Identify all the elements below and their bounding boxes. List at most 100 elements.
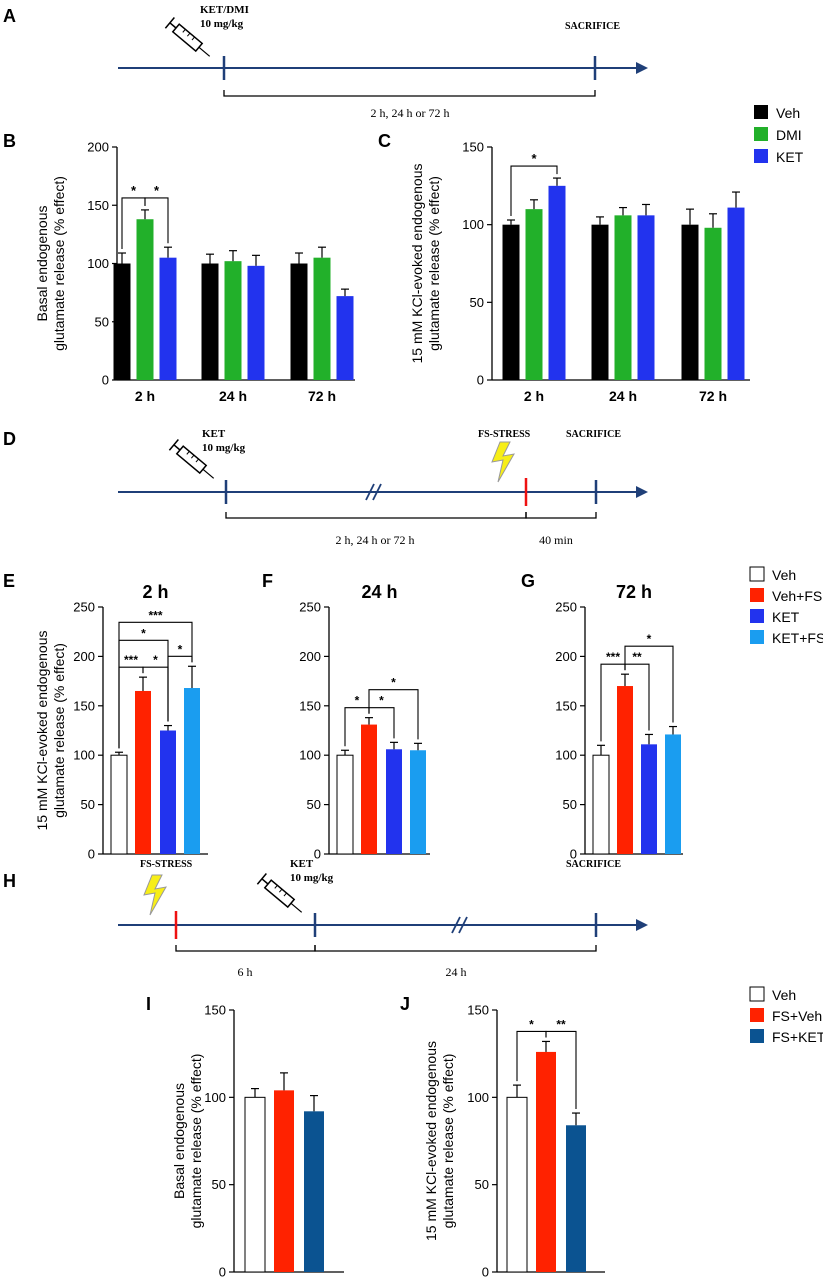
y-tick-label: 0 [314, 847, 321, 862]
significance-label: * [647, 632, 652, 646]
significance-bracket [545, 1030, 577, 1110]
panel-label: G [521, 571, 535, 591]
y-tick-label: 100 [555, 748, 577, 763]
y-axis-label: Basal endogenous [171, 1083, 187, 1199]
y-tick-label: 50 [475, 1177, 489, 1192]
axis-break-icon [451, 916, 468, 934]
chart-panel-c: C 0 50 100 150 15 mM KCl-evoked endogenous glu… [378, 131, 750, 404]
bar-dmi [614, 215, 632, 380]
interval-bracket-2 [314, 945, 597, 952]
panel-label-a: A [3, 6, 16, 26]
chart-panel-e: E 2 h 0 50 100 150 200 250 15 mM KCl-evoked endo… [3, 571, 208, 862]
panel-label: C [378, 131, 391, 151]
bar-veh [244, 1096, 266, 1273]
significance-label: * [178, 642, 183, 656]
event-label-fs-stress: FS-STRESS [478, 429, 531, 440]
y-tick-label: 50 [307, 797, 321, 812]
chart-title: 2 h [142, 582, 168, 602]
legend-swatch [754, 149, 768, 163]
bar-ket [336, 296, 354, 380]
timeline-d-arrowhead [636, 486, 648, 498]
interval-bracket-1 [175, 945, 316, 952]
legend-label: Veh [772, 567, 796, 583]
bar-fs-ket [304, 1111, 324, 1272]
significance-bracket [510, 165, 558, 217]
y-tick-label: 200 [555, 649, 577, 664]
bar-veh [336, 754, 354, 855]
significance-label: * [391, 676, 396, 690]
chart-panel-j: J 0 50 100 150 15 mM KCl-evoked endogenous glu… [400, 994, 605, 1280]
y-tick-label: 0 [219, 1265, 226, 1280]
legend-swatch [749, 986, 765, 1002]
panel-label: J [400, 994, 410, 1014]
y-tick-label: 150 [555, 698, 577, 713]
bar-veh-fs [617, 686, 633, 854]
interval-label-1: 6 h [238, 965, 253, 979]
significance-bracket [624, 645, 674, 723]
bar-dmi [525, 209, 543, 380]
legend-swatch [750, 588, 764, 602]
legend-swatch [754, 105, 768, 119]
significance-label: * [355, 694, 360, 708]
y-tick-label: 150 [73, 698, 95, 713]
significance-bracket [144, 197, 169, 244]
chart-panel-i: I 0 50 100 150 Basal endogenous glutamate rele… [146, 994, 344, 1280]
bar-veh [290, 263, 308, 380]
bar-ket [160, 730, 176, 854]
bar-ket [637, 215, 655, 380]
panel-label: B [3, 131, 16, 151]
dose-label: 10 mg/kg [200, 18, 244, 30]
y-tick-label: 200 [299, 649, 321, 664]
bar-veh [502, 224, 520, 380]
significance-label: * [529, 1017, 534, 1031]
bar-dmi [704, 227, 722, 380]
interval-label-2: 24 h [446, 965, 467, 979]
charts-layer: B 0 50 100 150 200 Basal endogenous glutamate r… [3, 131, 750, 1280]
y-tick-label: 100 [467, 1090, 489, 1105]
bar-dmi [224, 261, 242, 380]
bar-ket-fs [665, 734, 681, 854]
interval-label-1: 2 h, 24 h or 72 h [336, 533, 415, 547]
bar-ket [548, 185, 566, 380]
x-tick-label: 24 h [609, 388, 637, 404]
legend-swatch [749, 566, 765, 582]
syringe-icon [168, 439, 215, 479]
bar-fs-veh [274, 1090, 294, 1272]
legend-label: Veh [776, 105, 800, 121]
interval-bracket-2 [525, 512, 597, 519]
event-label-ket-dmi: KET/DMI [200, 4, 249, 16]
dose-label: 10 mg/kg [202, 442, 246, 454]
significance-label: * [141, 626, 146, 640]
panel-label: I [146, 994, 151, 1014]
panel-label-h: H [3, 871, 16, 891]
bar-veh-fs [135, 690, 151, 854]
y-tick-label: 100 [204, 1090, 226, 1105]
bar-fs-ket [566, 1125, 586, 1272]
y-axis-label: glutamate release (% effect) [51, 176, 67, 351]
timeline-d: D KET 10 mg/kg FS-STRESS SACRIFICE 2 h, … [3, 428, 648, 547]
legend-efg: Veh Veh+FS KET KET+FS [749, 566, 823, 646]
significance-label: * [153, 653, 158, 667]
axis-break-icon [365, 483, 382, 501]
chart-panel-f: F 24 h 0 50 100 150 200 250 * * * [262, 571, 430, 862]
y-axis-label: 15 mM KCl-evoked endogenous [423, 1041, 439, 1241]
bar-ket [641, 744, 657, 854]
bar-ket [386, 749, 402, 854]
legend-swatch [750, 630, 764, 644]
lightning-bolt-icon [491, 441, 515, 483]
significance-bracket [368, 689, 419, 740]
bar-veh [591, 224, 609, 380]
interval-bracket [223, 90, 596, 97]
panel-label: E [3, 571, 15, 591]
y-tick-label: 150 [87, 198, 109, 213]
panel-label: F [262, 571, 273, 591]
event-label-ket: KET [290, 858, 314, 870]
x-tick-label: 24 h [219, 388, 247, 404]
y-tick-label: 50 [81, 797, 95, 812]
legend-label: KET+FS [772, 630, 823, 646]
bar-dmi [313, 257, 331, 380]
event-label-fs-stress: FS-STRESS [140, 859, 193, 870]
legend-label: DMI [776, 127, 802, 143]
